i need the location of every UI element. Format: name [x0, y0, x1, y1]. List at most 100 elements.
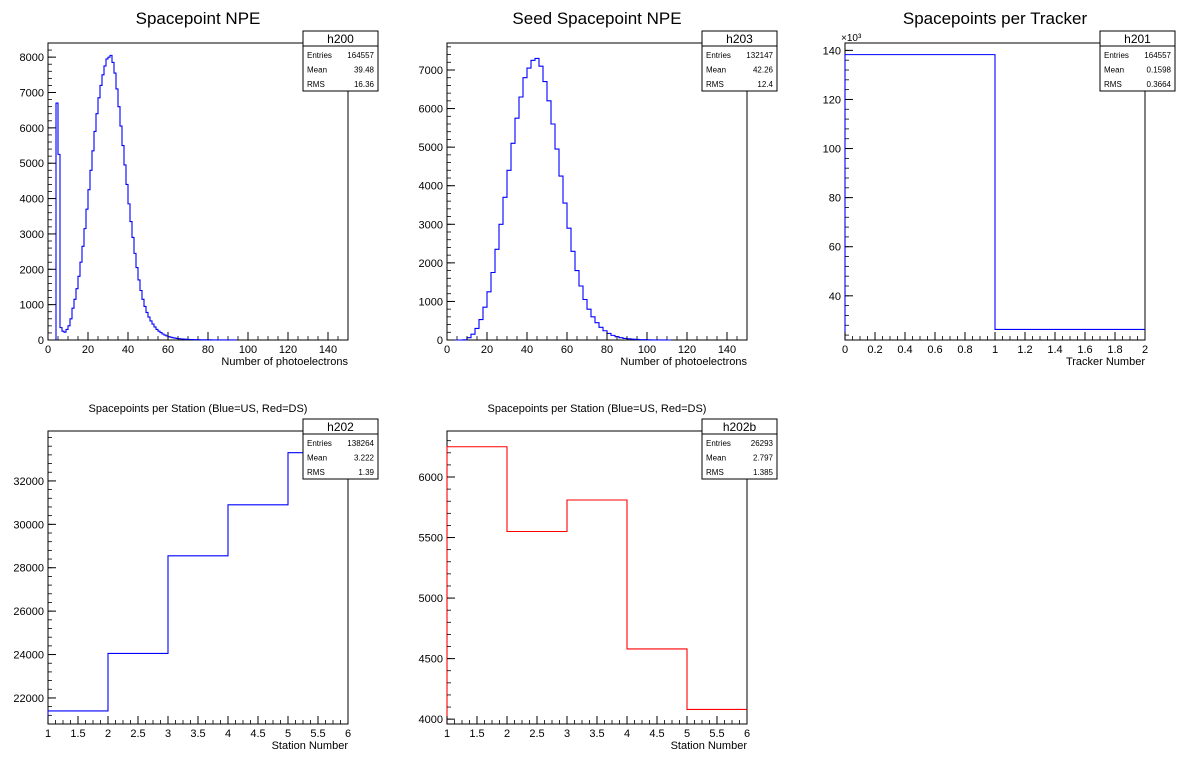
y-tick-label: 60 — [829, 242, 841, 254]
stats-value-mean: 39.48 — [354, 66, 375, 75]
x-tick-label: 100 — [239, 344, 257, 356]
stats-label-mean: Mean — [706, 454, 726, 463]
chart-panel-h201: Spacepoints per Tracker 0 0.2 0.4 0.6 0.8 1 1.2… — [823, 9, 1176, 368]
chart-title: Spacepoints per Station (Blue=US, Red=DS… — [488, 403, 707, 415]
x-tick-label: 2.5 — [130, 728, 145, 740]
stats-label-entries: Entries — [706, 51, 731, 60]
stats-value-rms: 1.385 — [753, 468, 774, 477]
y-tick-label: 3000 — [20, 229, 44, 241]
x-tick-label: 0.4 — [897, 344, 912, 356]
y-tick-label: 26000 — [13, 606, 44, 618]
chart-title: Seed Spacepoint NPE — [512, 9, 681, 28]
x-tick-label: 1.8 — [1107, 344, 1122, 356]
stats-value-mean: 3.222 — [354, 454, 375, 463]
stats-label-rms: RMS — [706, 80, 724, 89]
chart-panel-h202b: Spacepoints per Station (Blue=US, Red=DS… — [419, 403, 778, 752]
x-axis-label: Number of photoelectrons — [620, 356, 747, 368]
x-tick-label: 5 — [285, 728, 291, 740]
x-tick-label: 5.5 — [310, 728, 325, 740]
y-tick-label: 24000 — [13, 650, 44, 662]
x-tick-label: 1.4 — [1047, 344, 1062, 356]
stats-box-frame — [302, 418, 379, 480]
x-tick-label: 1.5 — [469, 728, 484, 740]
stats-value-rms: 16.36 — [354, 80, 375, 89]
histogram-line-h203 — [447, 57, 671, 341]
y-tick-label: 6000 — [419, 104, 443, 116]
chart-panel-h202: Spacepoints per Station (Blue=US, Red=DS… — [13, 403, 379, 752]
y-tick-label: 40 — [829, 291, 841, 303]
x-tick-label: 0.2 — [867, 344, 882, 356]
x-tick-label: 3.5 — [190, 728, 205, 740]
x-axis-label: Number of photoelectrons — [221, 356, 348, 368]
stats-box-name: h202 — [327, 420, 354, 434]
y-tick-label: 140 — [823, 45, 841, 57]
stats-label-mean: Mean — [307, 454, 327, 463]
stats-value-mean: 0.1598 — [1147, 66, 1172, 75]
x-tick-label: 2 — [105, 728, 111, 740]
y-tick-label: 4000 — [20, 194, 44, 206]
y-tick-label: 2000 — [20, 264, 44, 276]
x-axis-label: Tracker Number — [1066, 356, 1145, 368]
y-tick-label: 28000 — [13, 563, 44, 575]
y-tick-label: 6000 — [20, 123, 44, 135]
x-tick-label: 0 — [444, 344, 450, 356]
x-tick-label: 4.5 — [250, 728, 265, 740]
chart-panel-h200: Spacepoint NPE 0 20 40 60 80 100 120 140 0 1000 200… — [20, 9, 379, 368]
x-axis-label: Station Number — [272, 740, 349, 752]
chart-title: Spacepoints per Tracker — [903, 9, 1088, 28]
x-tick-label: 6 — [345, 728, 351, 740]
stats-value-entries: 26293 — [751, 439, 774, 448]
stats-value-entries: 138264 — [347, 439, 374, 448]
x-tick-label: 1.6 — [1077, 344, 1092, 356]
stats-box-name: h201 — [1124, 32, 1151, 46]
stats-box-name: h202b — [723, 420, 757, 434]
stats-value-entries: 164557 — [347, 51, 374, 60]
histogram-line-h202 — [47, 452, 348, 724]
y-tick-label: 1000 — [419, 296, 443, 308]
stats-box-name: h200 — [327, 32, 354, 46]
stats-box-frame — [701, 30, 778, 92]
y-multiplier-label: ×10³ — [841, 33, 862, 44]
histogram-line-h201 — [844, 54, 1145, 340]
x-tick-label: 6 — [744, 728, 750, 740]
y-tick-label: 5000 — [419, 593, 443, 605]
stats-box: h201 Entries 164557 Mean 0.1598 RMS 0.3664 — [1099, 30, 1176, 92]
x-tick-label: 3.5 — [589, 728, 604, 740]
x-tick-label: 3 — [165, 728, 171, 740]
y-tick-label: 8000 — [20, 52, 44, 64]
y-tick-label: 100 — [823, 144, 841, 156]
x-tick-label: 0 — [842, 344, 848, 356]
x-tick-label: 60 — [162, 344, 174, 356]
stats-label-mean: Mean — [1104, 66, 1124, 75]
x-tick-label: 140 — [319, 344, 337, 356]
x-axis-label: Station Number — [671, 740, 748, 752]
y-tick-label: 2000 — [419, 258, 443, 270]
x-tick-label: 1.5 — [70, 728, 85, 740]
stats-label-entries: Entries — [1104, 51, 1129, 60]
x-tick-label: 140 — [718, 344, 736, 356]
stats-label-rms: RMS — [307, 468, 325, 477]
stats-box-frame — [1099, 30, 1176, 92]
x-tick-label: 20 — [82, 344, 94, 356]
x-tick-label: 20 — [481, 344, 493, 356]
stats-value-rms: 12.4 — [757, 80, 773, 89]
stats-value-entries: 164557 — [1144, 51, 1171, 60]
y-tick-label: 4000 — [419, 714, 443, 726]
x-tick-label: 0.8 — [957, 344, 972, 356]
stats-label-entries: Entries — [307, 439, 332, 448]
stats-label-entries: Entries — [307, 51, 332, 60]
y-tick-label: 5500 — [419, 533, 443, 545]
x-tick-label: 40 — [521, 344, 533, 356]
stats-value-mean: 2.797 — [753, 454, 774, 463]
stats-box: h202 Entries 138264 Mean 3.222 RMS 1.39 — [302, 418, 379, 480]
x-tick-label: 4 — [624, 728, 630, 740]
chart-title: Spacepoints per Station (Blue=US, Red=DS… — [89, 403, 308, 415]
x-tick-label: 1 — [45, 728, 51, 740]
x-tick-label: 60 — [561, 344, 573, 356]
stats-box: h202b Entries 26293 Mean 2.797 RMS 1.385 — [701, 418, 778, 480]
y-tick-label: 80 — [829, 193, 841, 205]
x-tick-label: 1.2 — [1017, 344, 1032, 356]
x-tick-label: 2 — [504, 728, 510, 740]
x-tick-label: 40 — [122, 344, 134, 356]
